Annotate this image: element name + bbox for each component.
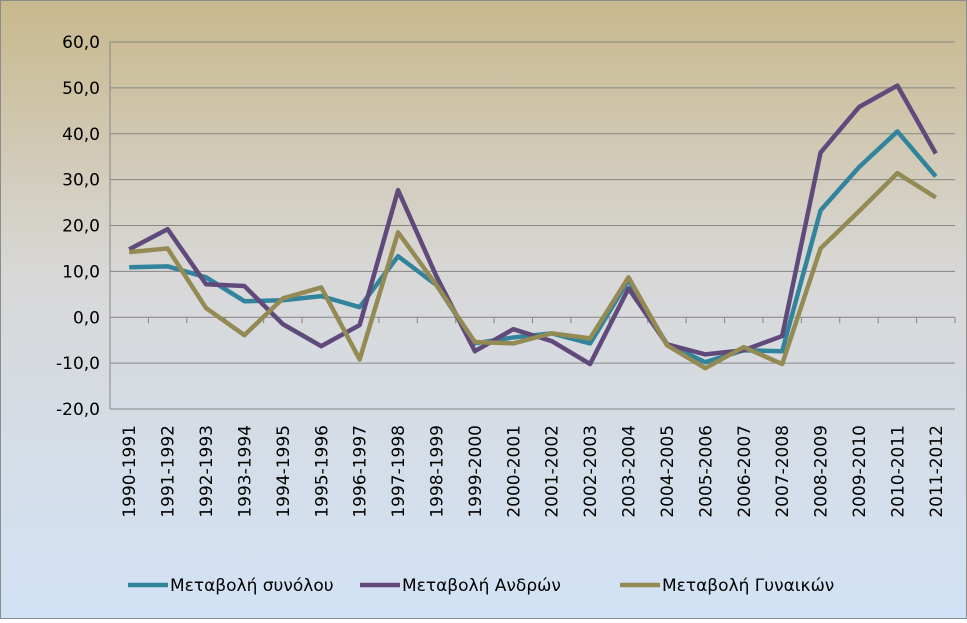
x-tick-label: 2010-2011	[888, 425, 908, 518]
x-tick-label: 1999-2000	[466, 425, 486, 518]
x-tick-label: 2009-2010	[850, 425, 870, 518]
y-tick-label: -20,0	[56, 400, 100, 420]
x-tick-label: 2002-2003	[581, 425, 601, 518]
x-tick-label: 1996-1997	[351, 425, 371, 518]
x-tick-label: 1991-1992	[159, 425, 179, 518]
y-tick-label: 0,0	[73, 308, 100, 328]
legend-label: Μεταβολή συνόλου	[170, 576, 334, 596]
y-tick-label: 50,0	[62, 79, 100, 99]
x-tick-label: 1993-1994	[235, 425, 255, 518]
x-tick-label: 2007-2008	[773, 425, 793, 518]
x-tick-label: 1995-1996	[312, 425, 332, 518]
series-line	[128, 170, 937, 371]
x-tick-label: 2011-2012	[927, 425, 947, 518]
x-tick-label: 2008-2009	[812, 425, 832, 518]
x-tick-label: 1992-1993	[197, 425, 217, 518]
x-tick-label: 1997-1998	[389, 425, 409, 518]
x-tick-label: 1990-1991	[120, 425, 140, 518]
x-tick-label: 2001-2002	[543, 425, 563, 518]
y-tick-label: 60,0	[62, 33, 100, 53]
x-tick-label: 1994-1995	[274, 425, 294, 518]
x-tick-label: 2000-2001	[504, 425, 524, 518]
y-tick-label: 20,0	[62, 217, 100, 237]
series-line	[128, 83, 938, 367]
x-tick-label: 1998-1999	[427, 425, 447, 518]
legend-label: Μεταβολή Γυναικών	[662, 576, 834, 596]
y-tick-label: -10,0	[56, 354, 100, 374]
y-tick-label: 10,0	[62, 262, 100, 282]
y-tick-label: 30,0	[62, 171, 100, 191]
x-tick-label: 2004-2005	[658, 425, 678, 518]
x-tick-label: 2005-2006	[696, 425, 716, 518]
x-tick-label: 2003-2004	[620, 425, 640, 518]
y-tick-label: 40,0	[62, 125, 100, 145]
x-tick-label: 2006-2007	[735, 425, 755, 518]
legend-label: Μεταβολή Ανδρών	[402, 576, 561, 596]
